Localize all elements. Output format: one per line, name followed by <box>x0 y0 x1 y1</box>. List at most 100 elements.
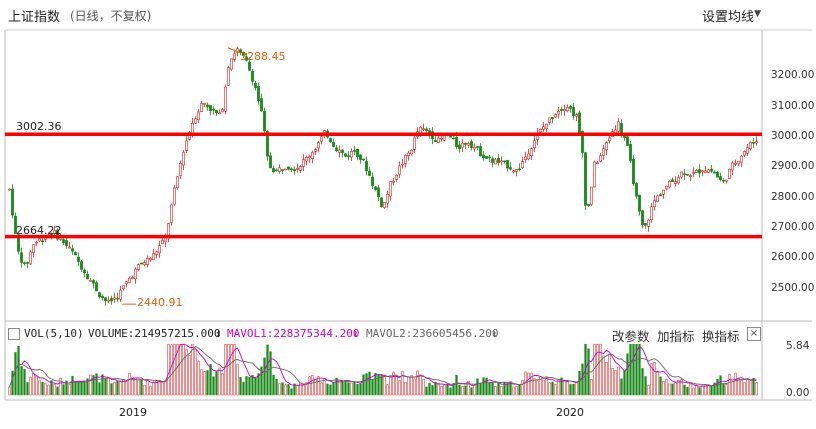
volume-bar <box>437 382 440 396</box>
candle-body <box>467 143 470 146</box>
volume-bar <box>497 382 500 396</box>
candle-body <box>422 128 425 130</box>
volume-bar <box>50 380 53 396</box>
volume-bar <box>320 382 323 396</box>
arrow-down-icon: ↓ <box>491 327 498 340</box>
candle-body <box>8 188 11 191</box>
volume-bar <box>614 370 617 396</box>
candle-body <box>131 277 134 279</box>
volume-bar <box>26 382 29 396</box>
volume-bar <box>254 376 257 396</box>
candle-body <box>407 152 410 157</box>
candle-body <box>161 239 164 245</box>
candle-body <box>629 144 632 161</box>
candle-body <box>605 142 608 151</box>
candle-body <box>296 167 299 170</box>
switch-indicator-button[interactable]: 换指标 <box>702 329 740 344</box>
candle-body <box>425 128 428 131</box>
candle-body <box>701 170 704 173</box>
volume-bar <box>605 362 608 396</box>
candle-body <box>290 168 293 171</box>
candle-body <box>248 61 251 71</box>
candle-body <box>362 158 365 161</box>
candle-body <box>254 83 257 88</box>
volume-bar <box>65 380 68 396</box>
candle-body <box>179 162 182 177</box>
candle-body <box>200 103 203 112</box>
volume-bar <box>8 386 11 396</box>
volume-bar <box>602 355 605 396</box>
volume-bar <box>644 376 647 396</box>
candle-body <box>191 122 194 134</box>
candle-body <box>440 138 443 140</box>
volume-bar <box>224 343 227 396</box>
volume-bar <box>272 374 275 396</box>
volume-bar <box>95 373 98 396</box>
candle-body <box>521 161 524 168</box>
add-indicator-button[interactable]: 加指标 <box>657 329 695 344</box>
candle-body <box>617 121 620 132</box>
candle-body <box>95 282 98 292</box>
candle-body <box>38 238 41 242</box>
candle-body <box>452 137 455 140</box>
volume-bar <box>434 381 437 396</box>
volume-bar <box>29 376 32 396</box>
volume-bar <box>719 375 722 396</box>
candle-body <box>257 86 260 101</box>
volume-bar <box>443 384 446 396</box>
candle-body <box>398 165 401 175</box>
volume-bar <box>731 381 734 396</box>
candle-body <box>656 195 659 202</box>
candle-body <box>584 152 587 206</box>
close-icon[interactable]: × <box>747 327 761 341</box>
candle-body <box>674 181 677 185</box>
volume-bar <box>401 370 404 396</box>
candle-body <box>377 187 380 198</box>
candle-body <box>311 152 314 159</box>
volume-bar <box>749 380 752 396</box>
volume-bar <box>482 377 485 396</box>
volume-bar <box>716 379 719 396</box>
candle-body <box>245 56 248 61</box>
candle-body <box>293 169 296 172</box>
volume-bar <box>536 380 539 396</box>
volume-bar <box>35 375 38 396</box>
volume-bar <box>179 343 182 396</box>
volume-bar <box>80 382 83 396</box>
volume-bar <box>419 374 422 396</box>
mavol1-value: MAVOL1:228375344.200 <box>227 327 360 340</box>
candle-body <box>665 185 668 190</box>
volume-bar <box>578 370 581 396</box>
volume-bar <box>155 380 158 396</box>
candle-body <box>371 176 374 186</box>
volume-bar <box>476 378 479 396</box>
volume-bar <box>455 374 458 396</box>
volume-bar <box>23 368 26 396</box>
candle-body <box>173 187 176 205</box>
candle-body <box>731 162 734 171</box>
candle-body <box>632 158 635 185</box>
volume-bar <box>623 370 626 396</box>
volume-bar <box>491 382 494 396</box>
volume-bar <box>425 386 428 396</box>
candle-body <box>602 148 605 156</box>
volume-bar <box>230 343 233 396</box>
edit-params-button[interactable]: 改参数 <box>612 329 650 344</box>
volume-bar <box>344 380 347 396</box>
collapse-pane-button[interactable] <box>8 328 20 340</box>
volume-bar <box>479 383 482 396</box>
volume-bar <box>317 376 320 396</box>
candle-body <box>68 246 71 249</box>
volume-bar <box>233 343 236 396</box>
set-moving-average-button[interactable]: 设置均线 <box>701 10 754 25</box>
volume-bar <box>164 380 167 396</box>
volume-bar <box>530 372 533 396</box>
volume-bar <box>500 386 503 396</box>
volume-bar <box>353 381 356 396</box>
volume-bar <box>332 382 335 396</box>
caret-down-icon[interactable]: ▼ <box>754 9 761 19</box>
candle-body <box>437 137 440 143</box>
mavol1-line <box>9 343 757 388</box>
volume-bar <box>686 386 689 396</box>
